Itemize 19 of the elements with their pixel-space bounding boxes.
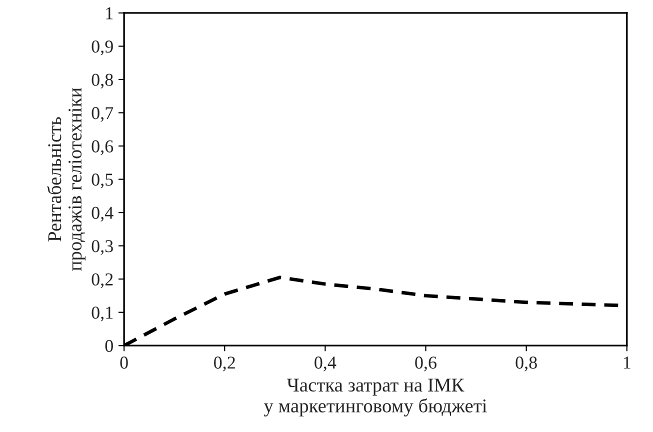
x-tick-label: 0,8 (516, 356, 537, 372)
y-tick-label: 0,4 (92, 206, 114, 222)
y-tick-label: 0,7 (92, 107, 114, 122)
y-tick-label: 0,6 (92, 140, 114, 156)
y-tick-label: 1 (106, 7, 113, 20)
x-tick-label: 0,4 (314, 356, 336, 372)
y-tick-label: 0,3 (92, 240, 113, 255)
x-tick-label: 1 (624, 356, 630, 369)
y-tick-label: 0 (105, 340, 113, 352)
y-tick-label: 0,5 (92, 174, 113, 188)
y-tick-label: 0,8 (92, 74, 113, 89)
y-tick-label: 0,2 (92, 273, 113, 288)
x-axis-title: Частка затрат на ІМК у маркетинговому бюджеті (264, 378, 487, 416)
x-tick-label: 0,2 (214, 356, 235, 372)
y-tick-label: 0,1 (92, 306, 113, 322)
x-tick-label: 0 (120, 356, 128, 369)
x-tick-label: 0,6 (415, 356, 436, 372)
y-tick-label: 0,9 (92, 40, 113, 56)
y-axis-title: Рентабельність продажів геліотехніки (47, 88, 86, 271)
